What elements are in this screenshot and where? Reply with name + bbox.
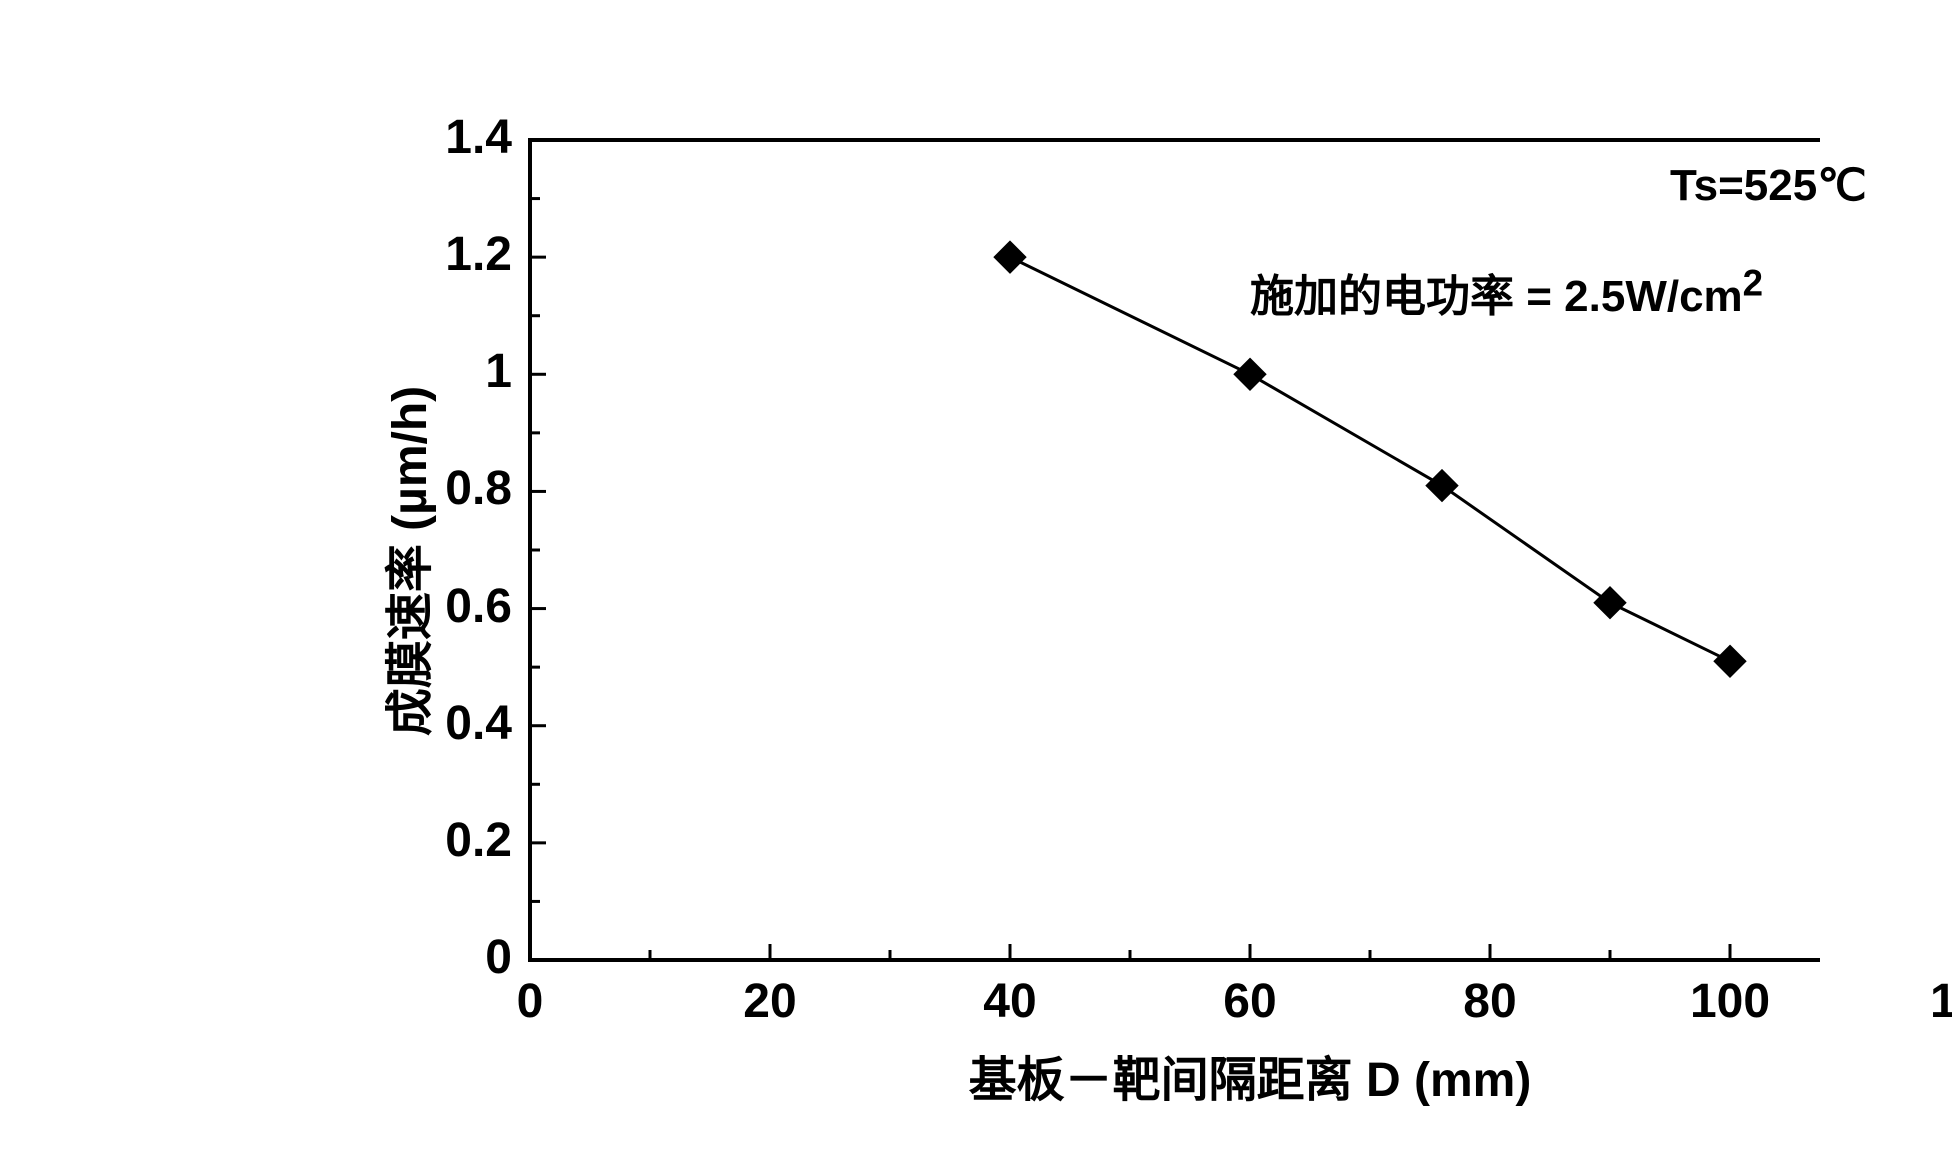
annotation-power-value: 2.5W/cm bbox=[1564, 272, 1743, 321]
x-axis-label: 基板－靶间隔距离 D (mm) bbox=[900, 1040, 1600, 1110]
y-tick-label: 1.2 bbox=[392, 227, 512, 282]
y-tick-label: 0.6 bbox=[392, 579, 512, 634]
y-tick-label: 0.8 bbox=[392, 461, 512, 516]
y-tick-label: 0.2 bbox=[392, 813, 512, 868]
x-tick-label: 80 bbox=[1430, 974, 1550, 1029]
y-tick-label: 0.4 bbox=[392, 696, 512, 751]
y-tick-label: 0 bbox=[392, 930, 512, 985]
chart-container: 成膜速率 (µm/h) 基板－靶间隔距离 D (mm) Ts=525℃ 施加的电… bbox=[180, 60, 1820, 1080]
x-tick-label: 100 bbox=[1670, 974, 1790, 1029]
annotation-power-prefix: 施加的电功率 = bbox=[1250, 272, 1552, 321]
x-tick-label: 40 bbox=[950, 974, 1070, 1029]
annotation-power: 施加的电功率 = 2.5W/cm2 bbox=[1250, 260, 1763, 324]
annotation-power-exponent: 2 bbox=[1743, 262, 1763, 303]
y-axis-label: 成膜速率 (µm/h) bbox=[370, 386, 440, 736]
y-tick-label: 1 bbox=[392, 344, 512, 399]
annotation-temperature: Ts=525℃ bbox=[1670, 160, 1867, 211]
x-tick-label: 120 bbox=[1910, 974, 1952, 1029]
x-tick-label: 20 bbox=[710, 974, 830, 1029]
y-tick-label: 1.4 bbox=[392, 110, 512, 165]
x-tick-label: 60 bbox=[1190, 974, 1310, 1029]
